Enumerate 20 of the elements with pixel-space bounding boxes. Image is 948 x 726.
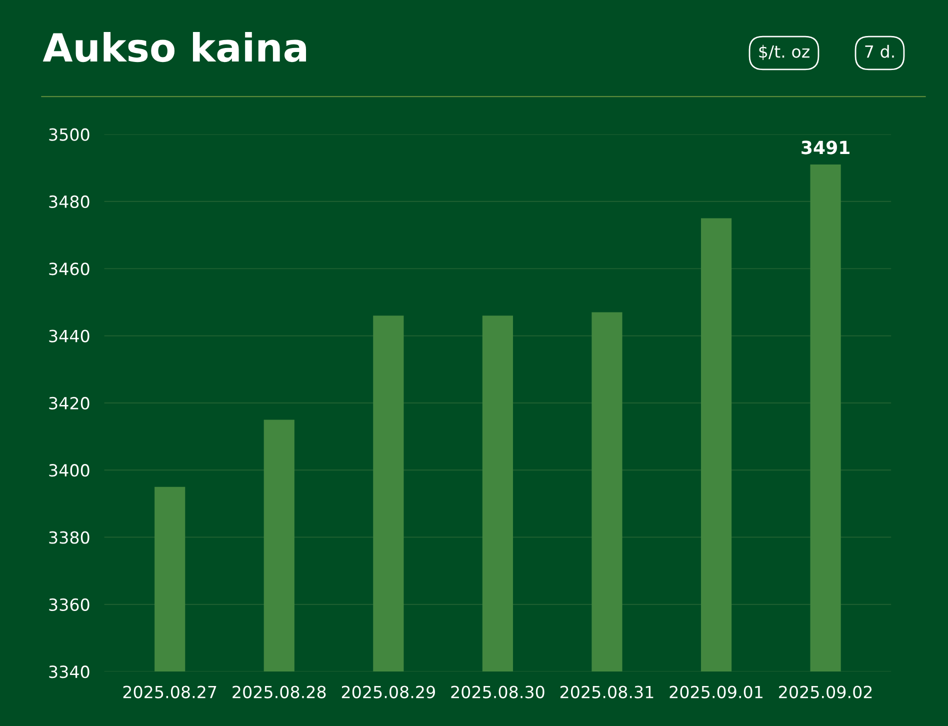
chart-title: Aukso kaina [42, 32, 306, 62]
y-tick-label: 3400 [49, 464, 90, 477]
x-tick-label: 2025.08.29 [342, 686, 435, 698]
x-tick-label: 2025.09.02 [779, 686, 872, 698]
y-tick-label: 3480 [49, 195, 90, 208]
y-tick-label: 3500 [49, 128, 90, 141]
x-tick-label: 2025.08.30 [451, 686, 544, 698]
y-tick-label: 3380 [49, 531, 90, 544]
y-tick-label: 3360 [49, 598, 90, 611]
y-tick-label: 3420 [49, 396, 90, 410]
x-tick-label: 2025.09.01 [670, 686, 762, 698]
y-tick-label: 3440 [49, 330, 90, 342]
data-label: 3491 [802, 140, 850, 154]
y-tick-label: 3460 [49, 262, 90, 276]
y-tick-label: 3340 [49, 666, 90, 678]
x-tick-label: 2025.08.27 [123, 686, 216, 698]
x-tick-label: 2025.08.31 [560, 686, 654, 698]
text: 7 d. [865, 44, 894, 58]
x-tick-label: 2025.08.28 [232, 686, 326, 698]
text: $/t. oz [759, 44, 810, 60]
